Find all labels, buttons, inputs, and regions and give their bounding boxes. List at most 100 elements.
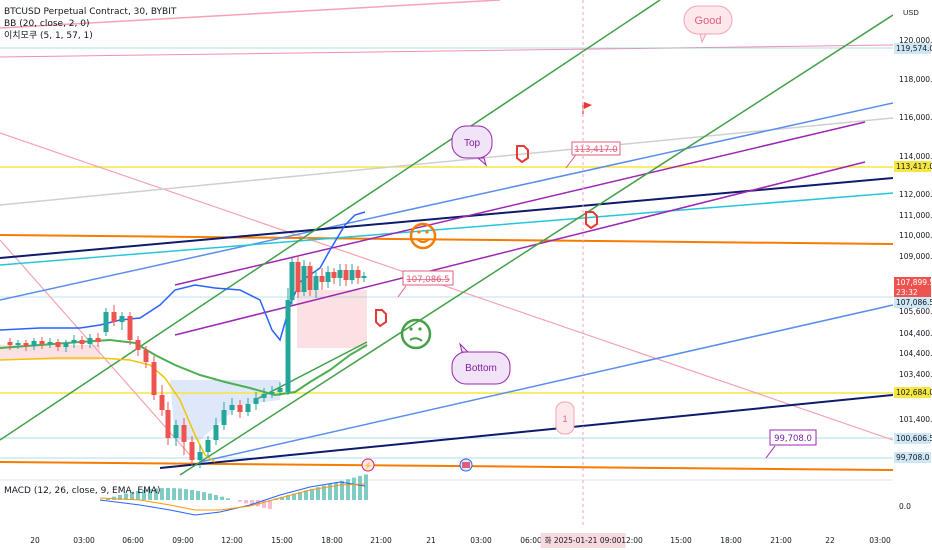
candle-body — [313, 276, 319, 290]
macd-bar — [358, 476, 362, 500]
lightblue-trend-1 — [0, 102, 894, 301]
macd-bar — [130, 492, 134, 500]
candle-body — [269, 392, 275, 394]
callout-107086[interactable]: 107,086.5 — [397, 270, 454, 298]
candle-body — [261, 394, 267, 398]
ichimoku-cloud-red-left — [0, 345, 100, 360]
bottom-bubble[interactable]: Bottom — [451, 342, 511, 385]
time-label: 18:00 — [720, 536, 742, 545]
time-label: 06:00 — [122, 536, 144, 545]
pink-diagonal-1 — [0, 132, 894, 441]
price-tick: 104,400.0 — [899, 329, 932, 338]
candle-body — [95, 338, 101, 342]
macd-bar — [244, 500, 248, 504]
green-ma-curve — [0, 338, 368, 397]
good-bubble[interactable]: Good — [683, 5, 733, 44]
candle-body — [87, 338, 93, 344]
candle-body — [229, 405, 235, 410]
macd-bar — [256, 500, 260, 507]
macd-bar — [238, 500, 242, 502]
badge-107086: 107,086.5 — [894, 297, 932, 308]
macd-bar — [334, 482, 338, 500]
event-icon-1[interactable]: ⚡ — [361, 458, 375, 472]
candle-body — [245, 404, 251, 412]
time-label: 21 — [426, 536, 436, 545]
candle-body — [301, 266, 307, 292]
candle-body — [361, 276, 367, 278]
candle-body — [197, 452, 203, 460]
legend-symbol[interactable]: BTCUSD Perpetual Contract, 30, BYBIT — [4, 7, 177, 17]
price-axis[interactable]: USD 120,000.0 118,000.0 116,000.0 114,00… — [893, 0, 932, 520]
top-bubble[interactable]: Top — [451, 125, 493, 167]
legend-macd[interactable]: MACD (12, 26, close, 9, EMA, EMA) — [4, 486, 161, 496]
one-bubble[interactable]: 1 — [555, 401, 575, 435]
macd-bar — [352, 477, 356, 500]
candle-body — [205, 440, 211, 452]
one-text: 1 — [562, 414, 567, 424]
macd-bar — [166, 488, 170, 500]
legend-ichimoku[interactable]: 이치모쿠 (5, 1, 57, 1) — [4, 31, 93, 41]
macd-bar — [322, 485, 326, 500]
macd-bar — [154, 488, 158, 500]
candle-body — [277, 388, 283, 392]
candle-body — [189, 442, 195, 460]
candle-body — [7, 342, 13, 345]
macd-bar — [340, 480, 344, 500]
callout-99708[interactable]: 99,708.0 — [765, 429, 817, 459]
confused-green-icon[interactable] — [400, 318, 432, 350]
purple-trend-2 — [174, 121, 866, 286]
green-trend-1 — [0, 0, 661, 441]
badge-113417: 113,417.0 — [894, 161, 932, 172]
candle-body — [285, 300, 291, 392]
candle-body — [349, 270, 355, 280]
flag-icon[interactable] — [582, 102, 592, 114]
time-label: 15:00 — [271, 536, 293, 545]
price-tick: 116,000.0 — [899, 113, 932, 122]
legend-bb[interactable]: BB (20, close, 2, 0) — [4, 19, 90, 29]
macd-bar — [160, 488, 164, 500]
hand-pointer-icon[interactable] — [516, 145, 529, 164]
candle-body — [63, 343, 69, 347]
macd-bar — [172, 488, 176, 500]
time-axis[interactable]: 20 03:00 06:00 09:00 12:00 15:00 18:00 2… — [0, 528, 893, 550]
candle-body — [127, 316, 133, 340]
smiley-orange-icon[interactable] — [409, 222, 437, 250]
time-label: 15:00 — [670, 536, 692, 545]
price-tick: 105,600.0 — [899, 307, 932, 316]
time-label: 21:00 — [770, 536, 792, 545]
macd-bar — [148, 489, 152, 500]
macd-bar — [142, 489, 146, 500]
event-icon-2[interactable] — [459, 458, 473, 472]
callout-113417[interactable]: 113,417.0 — [565, 141, 621, 169]
price-tick: 112,000.0 — [899, 190, 932, 199]
callout-99708-text: 99,708.0 — [774, 434, 812, 444]
purple-trend-1 — [174, 161, 866, 336]
hand-pointer-icon-2[interactable] — [375, 309, 387, 328]
hand-pointer-icon-3[interactable] — [585, 211, 598, 230]
macd-bar — [136, 490, 140, 500]
top-text: Top — [464, 138, 481, 149]
macd-bar — [328, 484, 332, 500]
price-tick: 110,000.0 — [899, 231, 932, 240]
candle-body — [47, 342, 53, 344]
time-label: 20 — [30, 536, 40, 545]
navy-trend-2 — [159, 394, 894, 469]
macd-bar — [124, 493, 128, 500]
candle-body — [79, 340, 85, 344]
green-short — [254, 341, 368, 401]
time-label: 09:00 — [172, 536, 194, 545]
macd-bar — [118, 495, 122, 500]
macd-bar — [298, 492, 302, 500]
candlestick-series — [7, 255, 367, 468]
macd-bar — [220, 496, 224, 500]
candle-body — [111, 312, 117, 322]
navy-trend-1 — [0, 177, 894, 259]
candle-body — [295, 262, 301, 292]
candle-body — [307, 266, 313, 290]
candle-body — [23, 343, 29, 346]
bottom-text: Bottom — [465, 363, 497, 374]
price-tick: 104,400.0 — [899, 349, 932, 358]
pink-top-line — [0, 0, 501, 29]
lightblue-trend-3 — [199, 304, 894, 463]
